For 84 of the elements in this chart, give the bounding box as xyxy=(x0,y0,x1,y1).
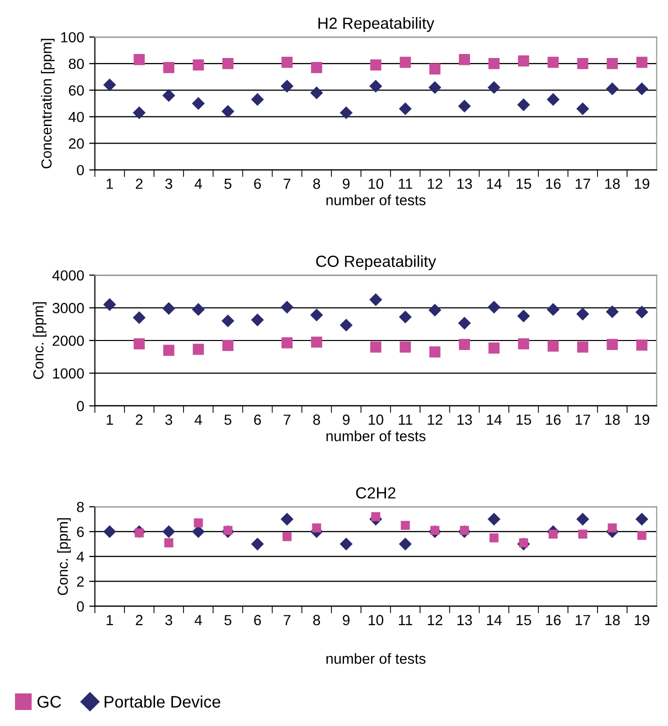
x-tick-label: 11 xyxy=(398,414,412,425)
x-tick-label: 5 xyxy=(224,414,232,425)
x-tick-label: 9 xyxy=(342,414,350,425)
x-tick-label: 18 xyxy=(605,614,620,626)
x-tick-label: 11 xyxy=(398,615,412,626)
x-tick-label: 11 xyxy=(398,178,412,189)
x-tick-label: 4 xyxy=(194,178,202,189)
y-axis-title: Conc. [ppm] xyxy=(57,518,71,596)
y-tick-label: 0 xyxy=(76,400,84,412)
x-tick-label: 14 xyxy=(487,414,502,425)
x-tick-label: 10 xyxy=(368,178,384,189)
x-tick-label: 18 xyxy=(605,178,620,189)
y-tick-label: 20 xyxy=(68,138,84,149)
y-tick-label: 2000 xyxy=(52,336,84,346)
x-tick-label: 10 xyxy=(368,414,384,425)
y-tick-label: 6 xyxy=(77,526,84,538)
chart-title: H2 Repeatability xyxy=(318,17,434,32)
x-tick-label: 2 xyxy=(136,414,143,425)
x-tick-label: 15 xyxy=(516,615,532,626)
x-tick-label: 2 xyxy=(136,614,143,626)
y-tick-label: 3000 xyxy=(52,302,84,314)
x-tick-label: 19 xyxy=(634,178,650,189)
x-axis-title: number of tests xyxy=(326,194,426,206)
x-tick-label: 3 xyxy=(165,414,172,425)
x-tick-label: 6 xyxy=(254,414,261,425)
y-tick-label: 4 xyxy=(76,552,84,562)
x-tick-label: 17 xyxy=(576,414,590,425)
legend-label: Portable Device xyxy=(104,695,220,708)
y-tick-label: 100 xyxy=(61,32,84,42)
x-tick-label: 8 xyxy=(313,614,320,626)
x-tick-label: 16 xyxy=(546,414,561,425)
x-tick-label: 16 xyxy=(546,178,561,189)
x-tick-label: 10 xyxy=(368,614,384,626)
y-tick-label: 8 xyxy=(76,502,84,512)
x-tick-label: 8 xyxy=(313,178,320,189)
y-tick-label: 0 xyxy=(76,601,84,612)
x-tick-label: 15 xyxy=(516,414,532,425)
x-tick-label: 19 xyxy=(634,414,650,425)
x-tick-label: 1 xyxy=(106,414,113,425)
x-tick-label: 7 xyxy=(284,178,290,189)
y-tick-label: 60 xyxy=(68,85,84,96)
x-tick-label: 2 xyxy=(136,178,143,189)
x-tick-label: 14 xyxy=(487,178,502,189)
x-tick-label: 8 xyxy=(313,414,320,425)
x-tick-label: 4 xyxy=(194,414,202,425)
x-tick-label: 17 xyxy=(576,178,590,189)
y-tick-label: 2 xyxy=(77,576,84,587)
x-tick-label: 13 xyxy=(457,414,472,425)
x-tick-label: 9 xyxy=(342,178,350,189)
x-tick-label: 18 xyxy=(605,414,620,425)
y-tick-label: 1000 xyxy=(53,368,84,379)
chart-title: CO Repeatability xyxy=(316,255,436,270)
y-tick-label: 80 xyxy=(68,58,84,70)
x-tick-label: 16 xyxy=(546,614,561,626)
x-tick-label: 1 xyxy=(106,178,113,189)
x-axis-title: number of tests xyxy=(326,430,426,442)
x-tick-label: 15 xyxy=(516,178,532,189)
y-axis-title: Concentration [ppm] xyxy=(40,38,55,168)
x-tick-label: 6 xyxy=(254,614,261,626)
x-tick-label: 12 xyxy=(428,178,442,189)
x-tick-label: 1 xyxy=(106,615,113,626)
y-tick-label: 4000 xyxy=(52,270,84,281)
x-tick-label: 3 xyxy=(165,614,172,626)
x-tick-label: 13 xyxy=(457,178,472,189)
x-axis-title: number of tests xyxy=(326,653,426,664)
x-tick-label: 12 xyxy=(428,414,442,425)
x-tick-label: 9 xyxy=(342,614,350,626)
y-axis-title: Conc. [ppm] xyxy=(32,302,46,380)
x-tick-label: 6 xyxy=(254,178,261,189)
x-tick-label: 12 xyxy=(428,614,442,626)
x-tick-label: 13 xyxy=(457,614,472,626)
x-tick-label: 14 xyxy=(487,615,502,626)
x-tick-label: 4 xyxy=(194,615,202,626)
legend-label: GC xyxy=(38,696,62,708)
x-tick-label: 7 xyxy=(284,615,290,626)
x-tick-label: 3 xyxy=(165,178,172,189)
y-tick-label: 40 xyxy=(68,112,84,122)
y-tick-label: 0 xyxy=(76,164,84,176)
x-tick-label: 7 xyxy=(284,414,290,425)
x-tick-label: 17 xyxy=(576,615,590,626)
chart-title: C2H2 xyxy=(356,487,396,499)
x-tick-label: 5 xyxy=(224,615,232,626)
x-tick-label: 5 xyxy=(224,178,232,189)
x-tick-label: 19 xyxy=(634,614,650,626)
